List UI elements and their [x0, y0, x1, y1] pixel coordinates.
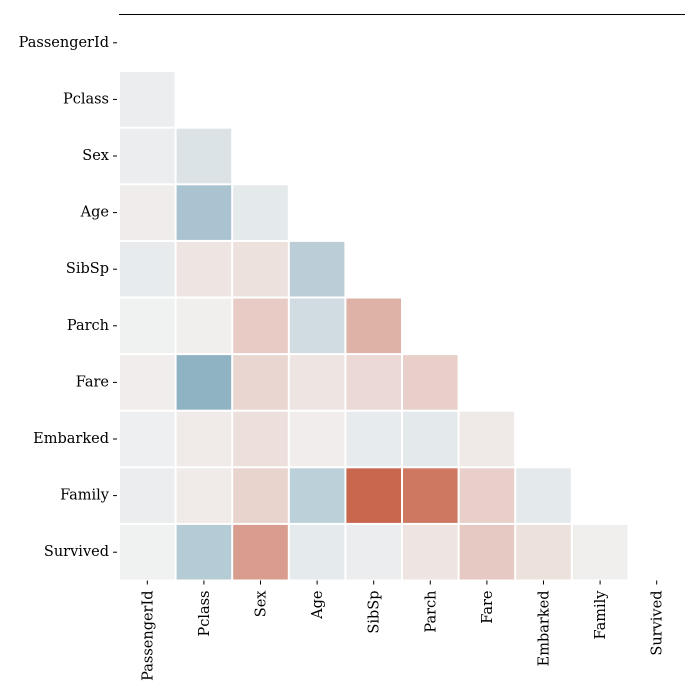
x-tick-label: Family — [593, 590, 609, 640]
y-tick-label: PassengerId — [19, 35, 109, 51]
heatmap-cell-parch-sibsp — [346, 298, 401, 354]
y-tick-label: Sex — [82, 148, 109, 164]
y-tick-label: Family — [60, 488, 110, 504]
x-tick-label: PassengerId — [140, 591, 156, 681]
x-tick-label: Embarked — [537, 591, 553, 667]
heatmap-cell-family-fare — [459, 468, 515, 523]
heatmap-cell-embarked-age — [289, 411, 345, 467]
heatmap-cell-survived-passengerid — [120, 524, 175, 580]
heatmap-cell-sibsp-pclass — [176, 241, 232, 297]
heatmap-cell-survived-age — [289, 524, 345, 580]
heatmap-cell-sex-pclass — [176, 128, 232, 184]
heatmap-cell-embarked-fare — [459, 411, 515, 467]
heatmap-cell-embarked-sex — [233, 411, 288, 467]
heatmap-cell-family-pclass — [176, 468, 232, 523]
y-tick-label: Parch — [67, 318, 109, 334]
x-tick-label: Pclass — [197, 591, 213, 637]
y-tick-label: Age — [80, 205, 109, 221]
heatmap-cell-age-pclass — [176, 185, 232, 240]
x-tick-label: Parch — [423, 591, 439, 633]
heatmap-cell-embarked-sibsp — [346, 411, 401, 467]
heatmap-cell-age-passengerid — [120, 185, 175, 240]
heatmap-cell-family-age — [289, 468, 345, 523]
y-tick-label: Fare — [76, 374, 109, 390]
heatmap-cell-survived-pclass — [176, 524, 232, 580]
heatmap-cell-survived-embarked — [516, 524, 571, 580]
heatmap-cell-family-sibsp — [346, 468, 401, 523]
heatmap-cell-survived-sibsp — [346, 524, 401, 580]
x-tick-label: Survived — [650, 591, 666, 656]
heatmap-cell-survived-fare — [459, 524, 515, 580]
heatmap-cell-family-parch — [403, 468, 458, 523]
heatmap-cell-fare-sex — [233, 355, 288, 410]
heatmap-cell-sex-passengerid — [120, 128, 175, 184]
heatmap-cell-embarked-passengerid — [120, 411, 175, 467]
heatmap-cell-parch-passengerid — [120, 298, 175, 354]
y-tick-label: Pclass — [63, 91, 109, 107]
heatmap-cell-fare-age — [289, 355, 345, 410]
heatmap-cell-sibsp-passengerid — [120, 241, 175, 297]
heatmap-cell-parch-age — [289, 298, 345, 354]
heatmap-cell-pclass-passengerid — [120, 72, 175, 127]
heatmap-cell-age-sex — [233, 185, 288, 240]
x-tick-label: Sex — [254, 591, 270, 618]
heatmap-cell-family-sex — [233, 468, 288, 523]
heatmap-cell-survived-sex — [233, 524, 288, 580]
x-tick-label: Fare — [480, 591, 496, 624]
heatmap-cell-family-passengerid — [120, 468, 175, 523]
heatmap-cell-fare-passengerid — [120, 355, 175, 410]
heatmap-cell-fare-pclass — [176, 355, 232, 410]
y-tick-label: Survived — [44, 544, 109, 560]
heatmap-cell-embarked-parch — [403, 411, 458, 467]
y-tick-label: SibSp — [66, 261, 109, 277]
heatmap-cell-embarked-pclass — [176, 411, 232, 467]
x-tick-label: SibSp — [367, 591, 383, 634]
heatmap-cell-family-embarked — [516, 468, 571, 523]
heatmap-cell-survived-family — [572, 524, 628, 580]
heatmap-cell-fare-sibsp — [346, 355, 401, 410]
x-tick-label: Age — [310, 591, 326, 620]
heatmap-cell-parch-pclass — [176, 298, 232, 354]
heatmap-cell-fare-parch — [403, 355, 458, 410]
heatmap-cell-sibsp-sex — [233, 241, 288, 297]
heatmap-cell-parch-sex — [233, 298, 288, 354]
heatmap-cell-survived-parch — [403, 524, 458, 580]
y-tick-label: Embarked — [33, 431, 109, 447]
heatmap-cell-sibsp-age — [289, 241, 345, 297]
